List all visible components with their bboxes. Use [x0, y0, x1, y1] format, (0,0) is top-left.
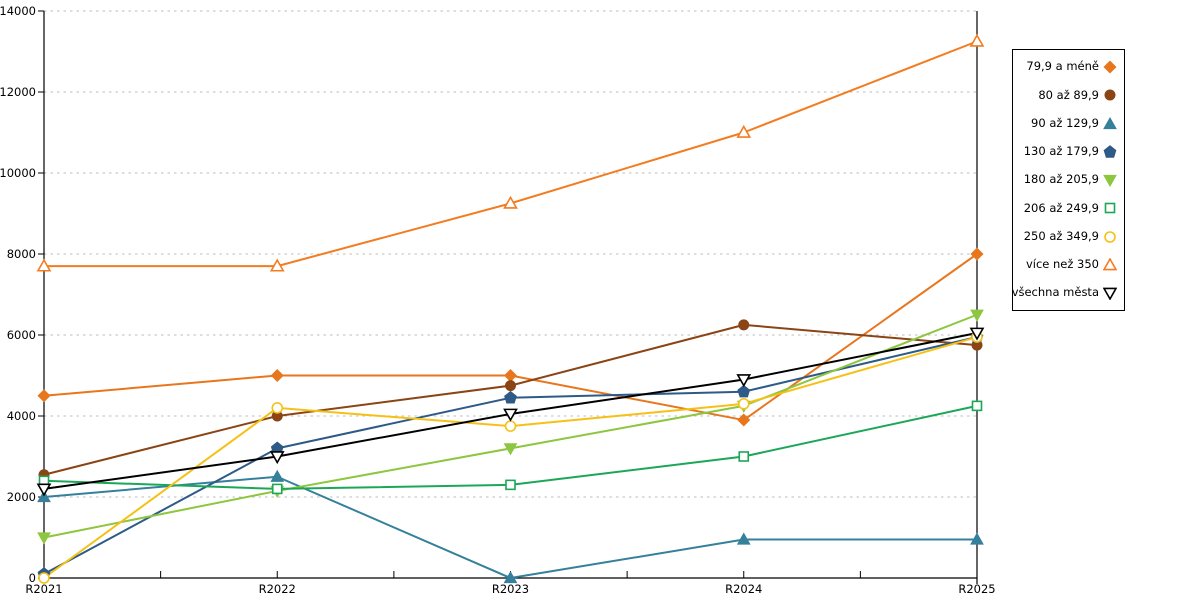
legend-item: 79,9 a méně	[1017, 59, 1117, 75]
triangle-up-marker-icon	[736, 532, 751, 545]
triangle-up-marker-icon	[970, 532, 984, 545]
legend-item: všechna města	[1012, 285, 1117, 301]
legend-item-label: 80 až 89,9	[1038, 87, 1099, 102]
diamond-marker-icon	[503, 368, 518, 383]
pentagon-marker-icon	[504, 390, 517, 404]
circle-marker-icon	[271, 402, 284, 414]
triangle-up-marker-icon	[1103, 257, 1117, 271]
triangle-down-marker-icon	[503, 443, 518, 456]
x-tick-label: R2024	[725, 582, 762, 596]
circle-marker-icon	[504, 420, 517, 432]
x-tick-label: R2021	[25, 582, 62, 596]
square-marker-icon	[971, 400, 983, 412]
triangle-up-marker-icon	[736, 124, 752, 138]
x-tick-label: R2025	[958, 582, 995, 596]
circle-marker-icon	[1104, 230, 1116, 243]
triangle-down-marker-icon	[269, 451, 285, 465]
triangle-up-marker-icon	[969, 33, 985, 47]
square-marker-icon	[505, 479, 516, 491]
x-tick-label: R2023	[492, 582, 529, 596]
triangle-down-icon	[1103, 173, 1117, 187]
y-tick-label: 8000	[7, 247, 36, 261]
legend-item-label: 206 až 249,9	[1023, 200, 1099, 215]
diamond-icon	[1103, 60, 1117, 74]
circle-marker-icon	[738, 319, 750, 331]
legend-item: 80 až 89,9	[1017, 87, 1117, 103]
circle-open-icon	[1103, 230, 1117, 244]
y-tick-label: 0	[29, 571, 36, 585]
triangle-down-marker-icon	[1103, 174, 1117, 187]
triangle-down-marker-icon	[970, 309, 984, 322]
y-tick-label: 6000	[7, 328, 36, 342]
legend-item-label: 79,9 a méně	[1026, 59, 1099, 74]
pentagon-icon	[1103, 144, 1117, 159]
triangle-down-marker-icon	[503, 408, 518, 422]
square-marker-icon	[1104, 202, 1116, 214]
circle-marker-icon	[1104, 89, 1116, 101]
triangle-up-marker-icon	[269, 258, 285, 272]
diamond-marker-icon	[37, 389, 51, 403]
triangle-up-icon	[1103, 116, 1117, 131]
triangle-up-marker-icon	[1103, 116, 1117, 129]
circle-marker-icon	[737, 398, 750, 410]
square-marker-icon	[271, 483, 283, 495]
triangle-down-marker-icon	[736, 374, 752, 388]
triangle-up-marker-icon	[503, 570, 518, 584]
triangle-down-marker-icon	[36, 483, 52, 497]
legend-item: 250 až 349,9	[1017, 229, 1117, 245]
legend-item-label: 180 až 205,9	[1023, 172, 1099, 187]
circle-icon	[1103, 88, 1117, 102]
legend-item: 90 až 129,9	[1017, 116, 1117, 132]
y-tick-label: 14000	[0, 4, 36, 18]
triangle-down-open-icon	[1103, 286, 1117, 300]
series-line	[43, 475, 977, 579]
triangle-up-marker-icon	[36, 258, 52, 272]
circle-marker-icon	[38, 572, 50, 584]
diamond-marker-icon	[1103, 60, 1117, 74]
triangle-up-open-icon	[1103, 257, 1117, 272]
legend-item-label: 90 až 129,9	[1031, 115, 1099, 130]
legend-item: 130 až 179,9	[1017, 144, 1117, 160]
diamond-marker-icon	[970, 247, 984, 261]
diamond-marker-icon	[737, 413, 751, 427]
triangle-down-marker-icon	[37, 532, 51, 545]
y-tick-label: 4000	[7, 409, 36, 423]
legend-item: 206 až 249,9	[1017, 200, 1117, 216]
chart-legend: 79,9 a méně 80 až 89,9 90 až 129,9 130 až 1…	[1012, 49, 1125, 311]
triangle-down-marker-icon	[969, 327, 985, 341]
y-tick-label: 2000	[7, 490, 36, 504]
pentagon-marker-icon	[737, 384, 751, 398]
legend-item-label: 250 až 349,9	[1023, 228, 1099, 243]
legend-item-label: všechna města	[1011, 285, 1099, 300]
triangle-down-marker-icon	[1103, 287, 1117, 300]
x-tick-label: R2022	[259, 582, 296, 596]
pentagon-marker-icon	[1103, 144, 1117, 158]
y-tick-label: 12000	[0, 85, 36, 99]
triangle-up-marker-icon	[503, 195, 518, 209]
legend-item-label: 130 až 179,9	[1023, 144, 1099, 158]
y-tick-label: 10000	[0, 166, 36, 180]
square-open-icon	[1103, 201, 1117, 215]
circle-marker-icon	[505, 380, 516, 392]
diamond-marker-icon	[270, 368, 284, 383]
legend-item: více než 350	[1017, 257, 1117, 273]
legend-item-label: více než 350	[1025, 257, 1099, 271]
legend-item: 180 až 205,9	[1017, 172, 1117, 188]
triangle-up-marker-icon	[270, 469, 285, 482]
series-line	[44, 40, 978, 268]
square-marker-icon	[738, 451, 750, 462]
